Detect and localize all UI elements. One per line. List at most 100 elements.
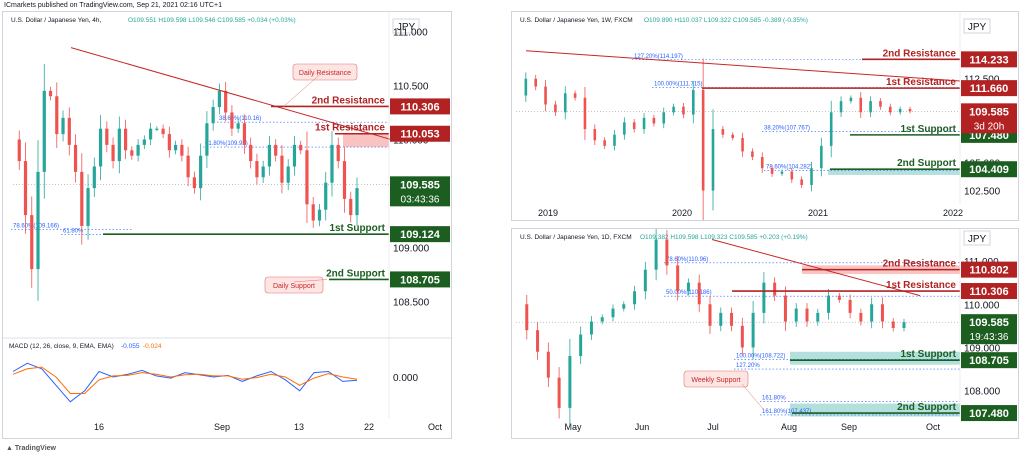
candle-body <box>563 93 567 113</box>
candle-body <box>92 166 96 189</box>
candle-body <box>525 304 529 331</box>
level-2nd-resistance-box <box>961 51 1017 68</box>
candle-body <box>292 144 297 167</box>
candle-body <box>783 295 787 322</box>
candle-body <box>751 312 755 348</box>
candle-body <box>236 123 240 129</box>
candle-body <box>286 166 290 183</box>
candle-body <box>827 295 831 313</box>
candle-body <box>891 321 895 328</box>
brand-mark: ▲ <box>6 445 15 452</box>
currency-badge-box[interactable] <box>963 18 991 34</box>
candle-body <box>805 308 809 322</box>
chart-panel-4h[interactable]: U.S. Dollar / Japanese Yen, 4h, O109.551 … <box>2 11 452 439</box>
candle-body <box>676 265 680 292</box>
candle-body <box>274 144 278 156</box>
candle-body <box>800 179 803 185</box>
price-tick-0: 111.000 <box>393 27 428 38</box>
candle-body <box>898 108 902 113</box>
fib-label-0: 78.60%(110.96) <box>666 257 708 263</box>
candle-body <box>142 139 146 145</box>
candle-body <box>224 90 228 113</box>
publisher-caption: ICmarkets published on TradingView.com, … <box>4 2 222 9</box>
candle-body <box>17 139 21 162</box>
candle-body <box>149 128 153 140</box>
candle-body <box>211 107 215 124</box>
fib-label-4: 161.80% <box>762 395 786 401</box>
level-2nd-support-value: 108.705 <box>400 274 440 286</box>
candle-body <box>603 140 606 146</box>
candle-body <box>186 155 190 178</box>
fib-label-5: 161.80%(107.437) <box>762 409 811 415</box>
signal-value: -0.024 <box>143 343 162 350</box>
x-tick-label-5: Oct <box>926 422 941 432</box>
level-1st-resistance-label: 1st Resistance <box>886 280 956 291</box>
candle-body <box>48 90 53 97</box>
bar-countdown: 03:43:36 <box>401 194 440 205</box>
candle-body <box>23 161 28 216</box>
candle-body <box>130 150 134 156</box>
level-2nd-resistance-value: 110.802 <box>969 265 1008 277</box>
brand-text: TradingView <box>14 445 56 452</box>
candle-body <box>770 168 774 174</box>
chart-panel-1d[interactable]: U.S. Dollar / Japanese Yen, 1D, FXCM O109… <box>511 228 1019 439</box>
candle-body <box>155 128 159 130</box>
candle-body <box>324 182 328 210</box>
candle-body <box>80 171 84 226</box>
candle-body <box>42 90 46 172</box>
callout-daily-resistance: Daily Resistance <box>299 70 351 77</box>
candle-body <box>731 134 734 139</box>
chart-panel-1w[interactable]: U.S. Dollar / Japanese Yen, 1W, FXCM O109… <box>511 11 1019 221</box>
candle-body <box>583 97 587 130</box>
currency-badge-box[interactable] <box>392 18 420 34</box>
level-1st-resistance-box <box>961 80 1017 97</box>
candle-body <box>557 377 561 408</box>
level-2nd-resistance-value: 110.306 <box>400 101 439 113</box>
current-price-box <box>961 314 1017 345</box>
x-tick-label-0: 16 <box>94 422 104 432</box>
candle-body <box>161 128 165 135</box>
candle-body <box>642 117 646 130</box>
candle-body <box>349 198 353 216</box>
candle-body <box>73 144 78 172</box>
x-tick-label-0: 2019 <box>538 208 558 218</box>
level-1st-resistance-label: 1st Resistance <box>315 123 385 134</box>
candle-body <box>870 304 874 322</box>
candle-body <box>317 209 322 221</box>
candle-body <box>751 151 754 158</box>
candle-body <box>86 188 90 226</box>
candle-body <box>205 123 209 156</box>
candle-body <box>242 123 247 145</box>
candle-body <box>589 321 593 335</box>
candle-body <box>546 351 550 378</box>
bar-countdown: 19:43:36 <box>970 332 1009 343</box>
candle-body <box>573 93 577 98</box>
candle-body <box>593 129 597 141</box>
zone-1 <box>790 351 960 365</box>
x-tick-label-3: 22 <box>364 422 374 432</box>
trendline <box>525 50 961 82</box>
level-1st-support-label: 1st Support <box>329 223 385 234</box>
candle-body <box>762 282 766 313</box>
candle-body <box>711 129 715 191</box>
candle-body <box>697 282 701 305</box>
callout-pointer-weekly <box>741 383 765 411</box>
trendline <box>70 47 392 140</box>
candle-body <box>534 78 537 87</box>
currency-badge-box[interactable] <box>963 230 991 246</box>
callout-pointer-resistance <box>282 69 326 108</box>
candle-body <box>305 150 309 205</box>
x-tick-label-3: 2022 <box>943 208 963 218</box>
candle-body <box>632 122 636 130</box>
candle-body <box>123 128 128 151</box>
ohlc-readout: O109.551 H109.598 L109.546 C109.585 +0.0… <box>128 17 296 24</box>
level-2nd-support-box <box>961 405 1017 422</box>
price-tick-5: 108.500 <box>393 298 430 309</box>
candle-body <box>692 89 695 115</box>
candle-body <box>311 204 315 221</box>
candle-body <box>544 86 547 105</box>
candle-body <box>820 145 823 169</box>
x-tick-label-4: Oct <box>428 422 443 432</box>
candle-body <box>849 97 853 102</box>
candle-body <box>600 317 604 322</box>
